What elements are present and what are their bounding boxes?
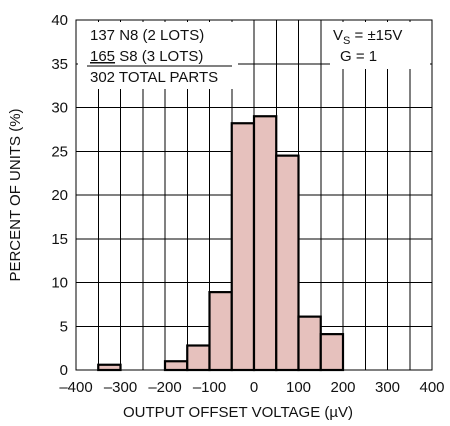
x-tick-label: –200	[148, 379, 181, 396]
x-tick-label: –100	[193, 379, 226, 396]
histogram-bar	[275, 154, 300, 372]
annotation-supply: VS = ±15V	[333, 27, 402, 47]
histogram-bar	[252, 115, 278, 372]
histogram-bar	[319, 333, 345, 372]
annotation-background	[78, 22, 430, 89]
annotation-supply-sub: S	[343, 35, 350, 47]
x-tick-labels: –400 –300 –200 –100 0 100 200 300 400	[59, 379, 444, 396]
histogram-bar	[208, 291, 233, 372]
y-tick-label: 25	[51, 143, 68, 160]
y-tick-label: 35	[51, 56, 68, 73]
x-axis-title: OUTPUT OFFSET VOLTAGE (µV)	[123, 404, 353, 421]
x-tick-label: –400	[59, 379, 92, 396]
histogram-bar	[163, 360, 189, 372]
annotation-lot1: 137 N8 (2 LOTS)	[90, 27, 204, 44]
x-tick-label: 0	[250, 379, 258, 396]
annotation-box-left	[78, 22, 238, 89]
y-axis-title: PERCENT OF UNITS (%)	[7, 108, 24, 281]
histogram-bar	[230, 122, 256, 372]
y-tick-label: 10	[51, 275, 68, 292]
annotation-lot2-number: 165	[90, 48, 115, 65]
x-tick-label: 400	[419, 379, 444, 396]
x-tick-label: 300	[375, 379, 400, 396]
histogram-bar	[97, 363, 122, 372]
y-tick-label: 5	[60, 318, 68, 335]
bars-layer	[97, 115, 345, 372]
annotation-lot2: 165 S8 (3 LOTS)	[90, 48, 203, 65]
annotation-supply-v: V	[333, 27, 343, 44]
histogram-bar	[297, 315, 322, 372]
annotation-supply-rest: = ±15V	[350, 27, 402, 44]
x-tick-label: –300	[104, 379, 137, 396]
y-tick-label: 0	[60, 362, 68, 379]
histogram-bar	[186, 344, 211, 372]
annotation-gain: G = 1	[340, 48, 377, 65]
y-tick-label: 40	[51, 12, 68, 29]
y-tick-label: 15	[51, 231, 68, 248]
plot-frame	[75, 19, 433, 371]
annotation-total: 302 TOTAL PARTS	[90, 69, 218, 86]
y-tick-label: 30	[51, 100, 68, 117]
y-tick-labels: 0 5 10 15 20 25 30 35 40	[51, 12, 68, 379]
x-tick-label: 200	[330, 379, 355, 396]
annotation-lot2-rest: S8 (3 LOTS)	[115, 48, 203, 65]
y-tick-label: 20	[51, 187, 68, 204]
x-tick-label: 100	[286, 379, 311, 396]
annotation-box-right	[330, 22, 430, 69]
